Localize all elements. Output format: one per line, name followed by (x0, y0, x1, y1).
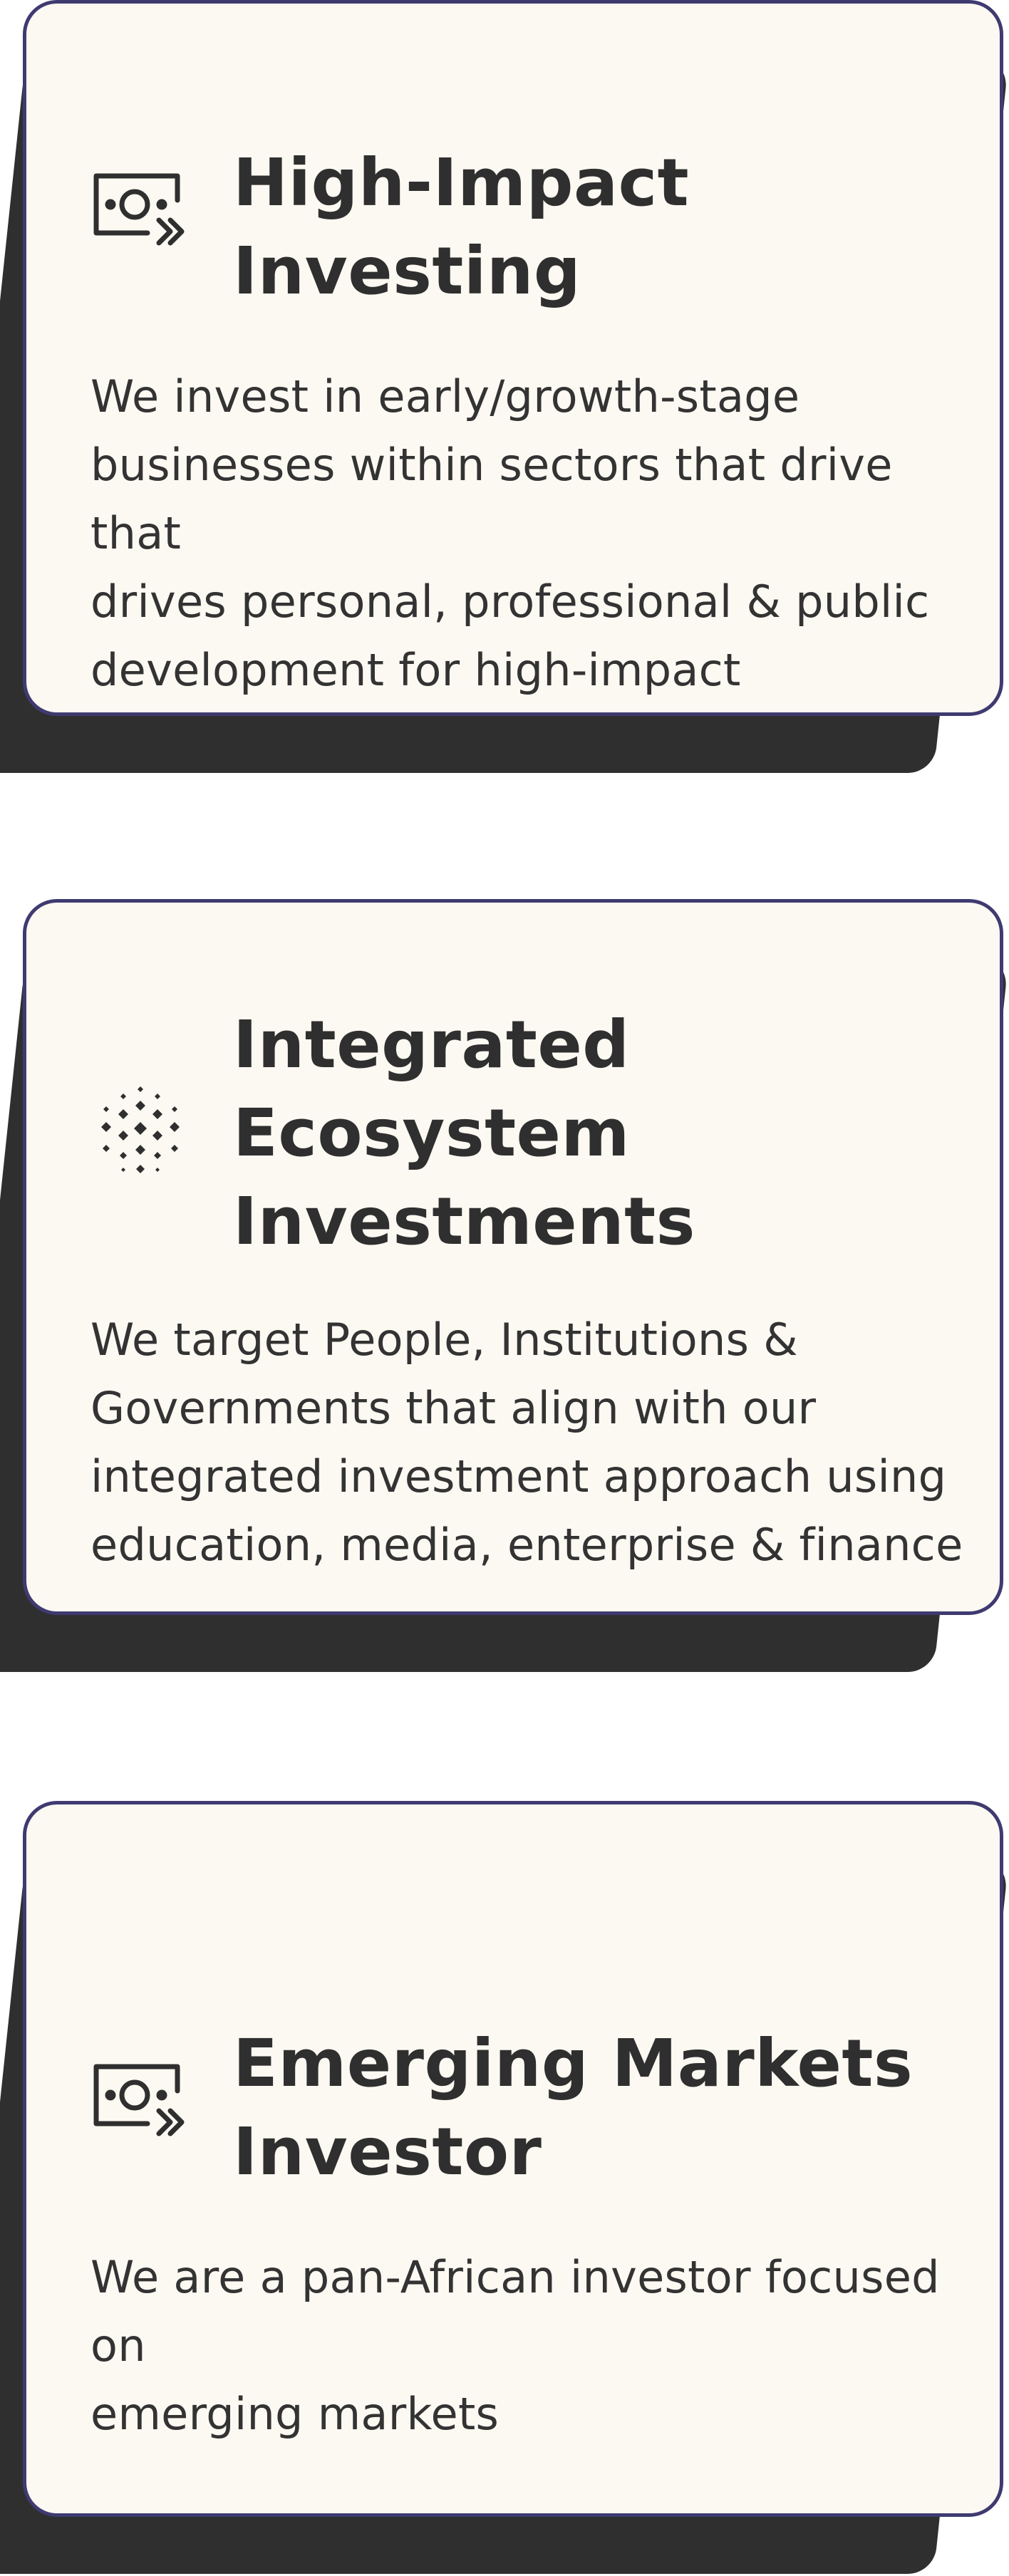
desc-line: education, media, enterprise & finance (90, 1519, 963, 1571)
card-title: Emerging Markets Investor (233, 2020, 913, 2196)
card-title-line: Investing (233, 233, 581, 309)
card-title-line: Integrated (233, 1007, 630, 1083)
card-title: High-Impact Investing (233, 139, 689, 316)
feature-card-high-impact: High-Impact Investing We invest in early… (0, 0, 1009, 777)
feature-card-integrated-ecosystem: Integrated Ecosystem Investments We targ… (0, 899, 1009, 1676)
feature-card-emerging-markets: Emerging Markets Investor We are a pan-A… (0, 1801, 1009, 2576)
card-title-line: Investments (233, 1183, 695, 1260)
diamond-grid-icon (90, 1081, 190, 1180)
card-body: Emerging Markets Investor We are a pan-A… (23, 1801, 1003, 2517)
desc-line: We are a pan-African investor focused on (90, 2251, 940, 2372)
card-title-line: Investor (233, 2114, 542, 2190)
desc-line: development for high-impact (90, 644, 741, 696)
desc-line: integrated investment approach using (90, 1450, 947, 1502)
card-title-line: Ecosystem (233, 1095, 630, 1171)
card-title: Integrated Ecosystem Investments (233, 1001, 695, 1266)
card-body: Integrated Ecosystem Investments We targ… (23, 899, 1003, 1615)
desc-line: drives personal, professional & public (90, 576, 930, 628)
card-title-line: Emerging Markets (233, 2025, 914, 2102)
card-description: We invest in early/growth-stage business… (90, 363, 988, 705)
card-description: We are a pan-African investor focused on… (90, 2243, 988, 2448)
card-body: High-Impact Investing We invest in early… (23, 0, 1003, 716)
desc-line: We invest in early/growth-stage (90, 370, 800, 422)
desc-line: emerging markets (90, 2388, 500, 2440)
card-description: We target People, Institutions & Governm… (90, 1306, 988, 1579)
money-transfer-icon (90, 160, 190, 260)
card-title-line: High-Impact (233, 145, 690, 221)
money-transfer-icon (90, 2051, 190, 2151)
desc-line: businesses within sectors that drive tha… (90, 439, 893, 559)
desc-line: We target People, Institutions & (90, 1314, 798, 1366)
desc-line: Governments that align with our (90, 1382, 817, 1434)
